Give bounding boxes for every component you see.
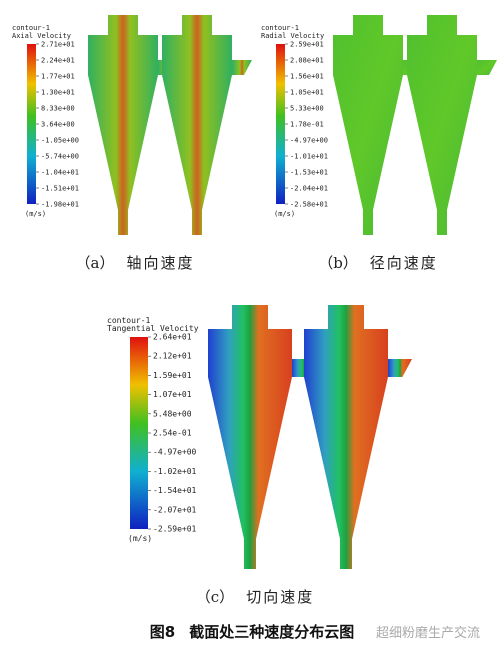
quantity-name: Radial Velocity: [261, 32, 324, 40]
colorbar-label: 1.77e+01: [41, 73, 75, 81]
panel-caption-text: 径向速度: [370, 254, 438, 272]
colorbar-label: 3.64e+00: [41, 121, 75, 129]
colorbar-label: -1.98e+01: [41, 201, 79, 209]
colorbar: [276, 44, 285, 204]
colorbar-label: -1.04e+01: [41, 169, 79, 177]
figure-caption: 图8 截面处三种速度分布云图: [150, 623, 354, 641]
colorbar-label: 2.54e-01: [153, 429, 192, 438]
colorbar-label: 1.30e+01: [41, 89, 75, 97]
panel-label: （a）: [76, 254, 115, 272]
contour-name: contour-1: [12, 24, 50, 32]
contour-plot: [208, 305, 316, 569]
figure-text: 截面处三种速度分布云图: [189, 623, 354, 641]
colorbar-label: 8.33e+00: [41, 105, 75, 113]
panel-caption-text: 切向速度: [246, 588, 314, 606]
colorbar-label: -1.05e+00: [41, 137, 79, 145]
colorbar-label: -2.58e+01: [290, 201, 328, 209]
colorbar-label: 1.07e+01: [153, 390, 192, 399]
colorbar-label: -1.53e+01: [290, 169, 328, 177]
quantity-name: Axial Velocity: [12, 32, 71, 40]
colorbar-label: 5.48e+00: [153, 409, 192, 418]
colorbar-label: 2.64e+01: [153, 333, 192, 342]
panel-caption: （c） 切向速度: [196, 588, 314, 606]
panel-label: （c）: [196, 588, 234, 606]
panel-caption: （b） 径向速度: [318, 254, 438, 272]
colorbar-label: -5.74e+00: [41, 153, 79, 161]
colorbar-label: 1.78e-01: [290, 121, 324, 129]
colorbar-label: -2.07e+01: [153, 505, 197, 514]
figure-label: 图8: [150, 623, 175, 641]
unit: (m/s): [128, 534, 152, 543]
colorbar-label: -1.51e+01: [41, 185, 79, 193]
colorbar-label: 2.12e+01: [153, 352, 192, 361]
colorbar-label: -1.02e+01: [153, 467, 197, 476]
colorbar-label: 2.08e+01: [290, 57, 324, 65]
colorbar: [27, 44, 36, 204]
contour-plot: [162, 15, 252, 235]
colorbar: [130, 337, 148, 529]
contour-plot: [407, 15, 497, 235]
colorbar-label: 2.71e+01: [41, 41, 75, 49]
panel-caption: （a） 轴向速度: [76, 254, 195, 272]
contour-name: contour-1: [261, 24, 299, 32]
contour-name: contour-1: [107, 316, 151, 325]
colorbar-label: -2.04e+01: [290, 185, 328, 193]
colorbar-label: 2.59e+01: [290, 41, 324, 49]
colorbar-label: -4.97e+00: [153, 448, 197, 457]
colorbar-label: -2.59e+01: [153, 525, 197, 534]
panel-label: （b）: [318, 254, 358, 272]
unit: (m/s): [25, 210, 46, 218]
colorbar-label: 1.59e+01: [153, 371, 192, 380]
contour-plot: [304, 305, 412, 569]
watermark: 超细粉磨生产交流: [376, 625, 480, 641]
colorbar-label: 5.33e+00: [290, 105, 324, 113]
colorbar-label: -1.01e+01: [290, 153, 328, 161]
colorbar-label: -1.54e+01: [153, 486, 197, 495]
colorbar-label: 1.05e+01: [290, 89, 324, 97]
colorbar-label: 1.56e+01: [290, 73, 324, 81]
unit: (m/s): [274, 210, 295, 218]
panel-caption-text: 轴向速度: [126, 254, 194, 272]
quantity-name: Tangential Velocity: [107, 324, 199, 333]
colorbar-label: 2.24e+01: [41, 57, 75, 65]
colorbar-label: -4.97e+00: [290, 137, 328, 145]
